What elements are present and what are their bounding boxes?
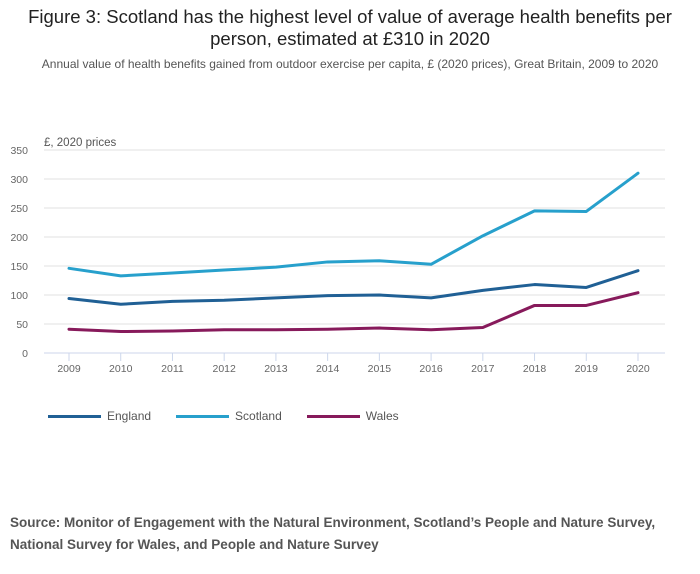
x-axis: 2009 2010 2011 2012 2013 2014 2015 2016 2017 2018… <box>44 352 665 375</box>
x-tick-label: 2014 <box>316 363 340 375</box>
gridlines <box>44 149 665 325</box>
legend-label: England <box>107 409 152 423</box>
source-note: Source: Monitor of Engagement with the N… <box>10 515 656 552</box>
series-line-scotland <box>67 171 640 278</box>
legend-swatch <box>176 414 230 418</box>
y-axis-unit-label: £, 2020 prices <box>44 137 116 149</box>
x-tick-label: 2015 <box>368 363 392 375</box>
legend-label: Wales <box>365 409 399 423</box>
legend-label: Scotland <box>235 409 282 423</box>
x-tick-label: 2013 <box>264 363 288 375</box>
legend-item-england[interactable]: England <box>48 409 151 423</box>
x-tick-label: 2009 <box>57 363 81 375</box>
series-line-wales <box>67 291 640 334</box>
x-tick-label: 2010 <box>109 363 133 375</box>
y-tick-label: 350 <box>10 145 28 157</box>
y-tick-label: 200 <box>10 232 28 244</box>
x-tick-label: 2016 <box>419 363 443 375</box>
chart-title: Figure 3: Scotland has the highest level… <box>28 6 672 49</box>
legend-item-wales[interactable]: Wales <box>306 409 399 423</box>
x-tick-label: 2020 <box>626 363 650 375</box>
y-tick-label: 250 <box>10 203 28 215</box>
y-tick-label: 0 <box>22 348 28 360</box>
series-lines <box>67 171 640 334</box>
y-axis-ticks: 0 50 100 150 200 250 300 350 <box>10 145 28 360</box>
y-tick-label: 100 <box>10 290 28 302</box>
legend-swatch <box>48 414 101 418</box>
x-tick-label: 2019 <box>575 363 599 375</box>
x-tick-label: 2011 <box>161 363 184 375</box>
x-tick-label: 2018 <box>523 363 547 375</box>
y-tick-label: 50 <box>16 319 28 331</box>
y-tick-label: 150 <box>10 261 28 273</box>
y-tick-label: 300 <box>10 174 28 186</box>
x-tick-label: 2012 <box>213 363 237 375</box>
chart-subtitle: Annual value of health benefits gained f… <box>41 57 659 71</box>
series-line-england <box>67 269 640 306</box>
legend-swatch <box>306 414 360 418</box>
legend: England Scotland Wales <box>48 409 424 423</box>
legend-item-scotland[interactable]: Scotland <box>176 409 282 423</box>
x-tick-label: 2017 <box>471 363 495 375</box>
